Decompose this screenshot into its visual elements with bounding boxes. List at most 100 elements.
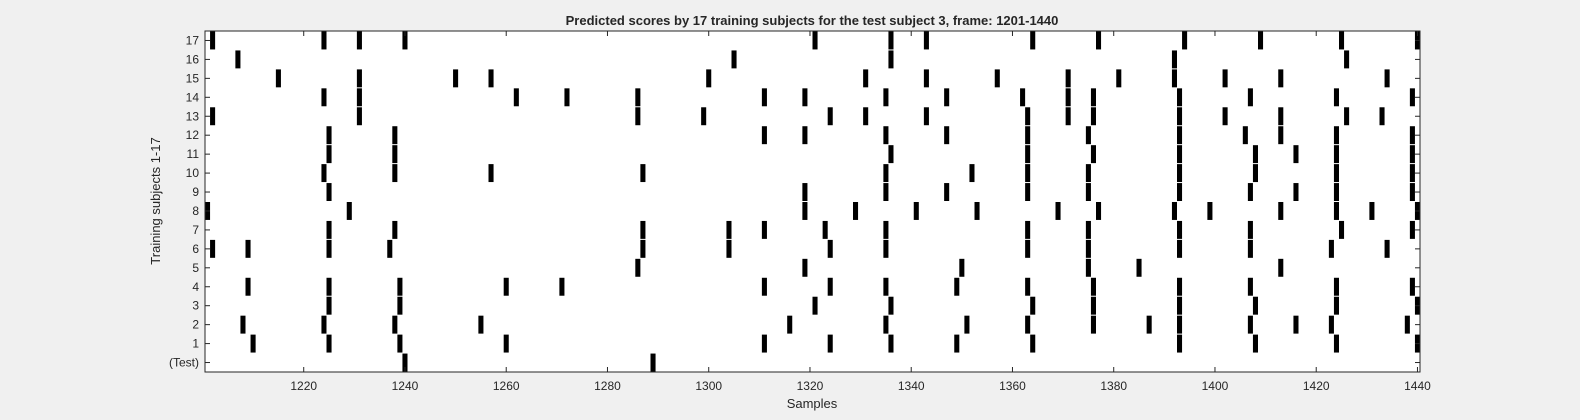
raster-mark (1409, 164, 1415, 183)
raster-mark (1177, 277, 1183, 296)
x-tick-label: 1260 (493, 379, 520, 393)
x-tick-label: 1400 (1202, 379, 1229, 393)
raster-mark (321, 315, 327, 334)
raster-mark (1065, 107, 1071, 126)
raster-mark (812, 31, 818, 50)
raster-mark (1278, 258, 1284, 277)
raster-mark (1379, 107, 1385, 126)
raster-mark (1207, 202, 1213, 220)
raster-mark (1222, 107, 1228, 126)
raster-mark (346, 202, 352, 220)
raster-mark (326, 220, 332, 239)
raster-mark (1384, 69, 1390, 88)
raster-mark (923, 69, 929, 88)
raster-mark (321, 31, 327, 50)
y-tick-label: 13 (186, 109, 200, 123)
raster-mark (1177, 239, 1183, 258)
x-tick-label: 1360 (999, 379, 1026, 393)
raster-mark (1090, 88, 1096, 107)
raster-mark (1177, 315, 1183, 334)
raster-mark (245, 277, 251, 296)
raster-mark (802, 258, 808, 277)
raster-mark (240, 315, 246, 334)
marks-layer (205, 31, 1420, 372)
y-tick-label: 2 (192, 318, 199, 332)
raster-mark (326, 296, 332, 315)
raster-mark (1025, 164, 1031, 183)
raster-mark (356, 31, 362, 50)
raster-mark (1247, 315, 1253, 334)
raster-mark (210, 31, 216, 50)
raster-mark (1333, 145, 1339, 164)
x-tick-label: 1220 (290, 379, 317, 393)
plot-background (205, 31, 1420, 372)
raster-mark (1177, 220, 1183, 239)
raster-mark (812, 296, 818, 315)
raster-mark (1065, 69, 1071, 88)
raster-mark (761, 334, 767, 353)
raster-mark (1409, 126, 1415, 145)
raster-mark (726, 220, 732, 239)
raster-mark (392, 315, 398, 334)
raster-mark (802, 202, 808, 220)
raster-mark (250, 334, 256, 353)
y-tick-label: 6 (192, 242, 199, 256)
raster-mark (913, 202, 919, 220)
raster-mark (827, 277, 833, 296)
raster-mark (1333, 202, 1339, 220)
raster-mark (1171, 50, 1177, 69)
raster-mark (1278, 126, 1284, 145)
raster-mark (1025, 126, 1031, 145)
raster-mark (1409, 220, 1415, 239)
raster-mark (650, 353, 656, 372)
chart-title: Predicted scores by 17 training subjects… (566, 13, 1059, 28)
raster-mark (1409, 145, 1415, 164)
raster-mark (488, 164, 494, 183)
raster-mark (822, 220, 828, 239)
raster-mark (888, 50, 894, 69)
raster-mark (994, 69, 1000, 88)
raster-mark (635, 107, 641, 126)
raster-mark (802, 183, 808, 201)
raster-mark (1278, 107, 1284, 126)
raster-mark (761, 88, 767, 107)
raster-mark (883, 126, 889, 145)
x-tick-label: 1300 (695, 379, 722, 393)
raster-mark (564, 88, 570, 107)
raster-mark (478, 315, 484, 334)
raster-mark (1333, 277, 1339, 296)
raster-mark (1344, 107, 1350, 126)
raster-mark (392, 164, 398, 183)
raster-mark (888, 31, 894, 50)
x-tick-label: 1240 (392, 379, 419, 393)
raster-mark (1177, 126, 1183, 145)
raster-mark (321, 164, 327, 183)
raster-mark (1177, 164, 1183, 183)
raster-mark (210, 239, 216, 258)
raster-mark (356, 88, 362, 107)
raster-mark (1409, 277, 1415, 296)
raster-mark (969, 164, 975, 183)
raster-mark (640, 164, 646, 183)
x-tick-label: 1340 (898, 379, 925, 393)
raster-mark (1252, 145, 1258, 164)
raster-mark (402, 31, 408, 50)
raster-mark (326, 277, 332, 296)
raster-mark (1146, 315, 1152, 334)
raster-mark (326, 239, 332, 258)
raster-mark (1177, 107, 1183, 126)
raster-mark (827, 239, 833, 258)
raster-mark (1293, 183, 1299, 201)
y-tick-label: 8 (192, 204, 199, 218)
raster-mark (726, 239, 732, 258)
raster-mark (635, 258, 641, 277)
raster-mark (888, 334, 894, 353)
raster-mark (787, 315, 793, 334)
raster-mark (640, 239, 646, 258)
raster-mark (635, 88, 641, 107)
x-tick-label: 1440 (1404, 379, 1431, 393)
raster-mark (1339, 31, 1345, 50)
raster-mark (402, 353, 408, 372)
raster-mark (1030, 334, 1036, 353)
